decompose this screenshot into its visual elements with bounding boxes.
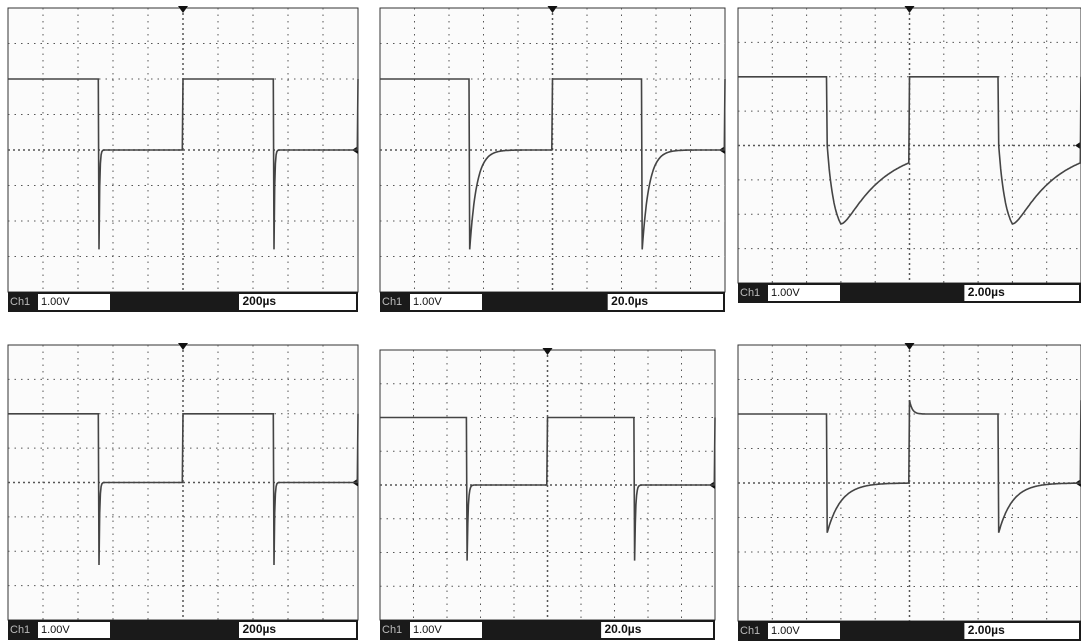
scope-panel: Ch1 1.00V 20.0µs	[380, 348, 715, 640]
oscilloscope-screens: Ch1 1.00V 200µs Ch1 1.00V 20.0µs Ch1 1.00V 2.00µ…	[0, 0, 1081, 643]
time-label: 200µs	[243, 622, 277, 636]
time-label: 20.0µs	[611, 294, 648, 308]
volts-label: 1.00V	[413, 624, 442, 636]
channel-label: Ch1	[10, 624, 30, 636]
channel-label: Ch1	[382, 624, 402, 636]
scope-panel: Ch1 1.00V 20.0µs	[380, 6, 725, 312]
channel-label: Ch1	[10, 296, 30, 308]
scope-panel: Ch1 1.00V 200µs	[8, 343, 358, 640]
scope-panel: Ch1 1.00V 2.00µs	[738, 343, 1081, 641]
volts-label: 1.00V	[771, 625, 800, 637]
time-label: 200µs	[243, 294, 277, 308]
channel-label: Ch1	[740, 287, 760, 299]
channel-label: Ch1	[740, 625, 760, 637]
time-label: 2.00µs	[968, 285, 1005, 299]
volts-label: 1.00V	[413, 296, 442, 308]
volts-label: 1.00V	[41, 624, 70, 636]
volts-label: 1.00V	[771, 287, 800, 299]
scope-panel: Ch1 1.00V 200µs	[8, 6, 358, 312]
channel-label: Ch1	[382, 296, 402, 308]
volts-label: 1.00V	[41, 296, 70, 308]
scope-panel: Ch1 1.00V 2.00µs	[738, 6, 1081, 303]
time-label: 2.00µs	[968, 623, 1005, 637]
time-label: 20.0µs	[604, 622, 641, 636]
